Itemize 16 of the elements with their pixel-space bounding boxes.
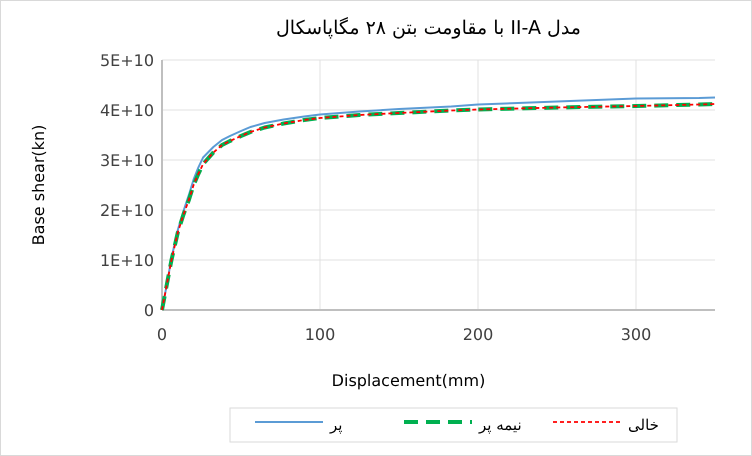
legend-label: خالی <box>628 416 659 434</box>
x-tick-label: 300 <box>620 325 652 344</box>
chart-title: مدل II-A با مقاومت بتن ۲۸ مگاپاسکال <box>276 16 581 39</box>
x-tick-label: 100 <box>304 325 336 344</box>
y-tick-label: 4E+10 <box>100 101 154 120</box>
y-tick-label: 5E+10 <box>100 51 154 70</box>
y-tick-label: 0 <box>144 301 154 320</box>
legend-label: نیمه پر <box>478 416 522 434</box>
y-tick-label: 1E+10 <box>100 251 154 270</box>
x-tick-label: 0 <box>156 325 168 344</box>
x-axis-title: Displacement(mm) <box>332 371 486 390</box>
legend-label: پر <box>329 416 342 434</box>
x-tick-label: 200 <box>462 325 494 344</box>
y-tick-label: 3E+10 <box>100 151 154 170</box>
y-tick-label: 2E+10 <box>100 201 154 220</box>
y-axis-title: Base shear(kn) <box>29 124 48 246</box>
